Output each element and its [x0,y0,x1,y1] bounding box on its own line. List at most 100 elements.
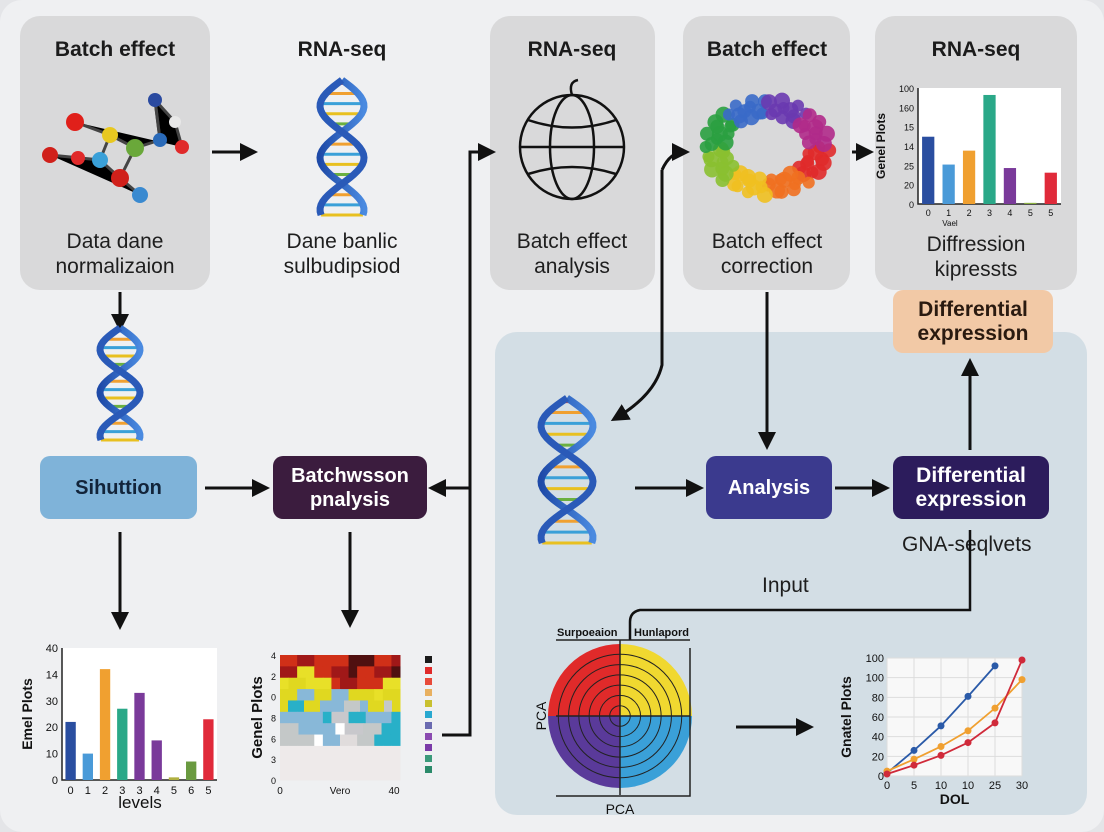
heatmap-cell [374,689,384,701]
cluster-point [802,176,815,189]
heatmap-cell [365,689,375,701]
axis [556,639,691,797]
heatmap-cell [331,666,341,679]
bar [1024,202,1037,204]
legend-swatch [425,733,432,740]
y-tick-label: 15 [904,123,914,133]
heatmap-cell [314,666,324,679]
heatmap-cell [322,666,332,679]
differential-expression-node[interactable]: Differential expression [893,456,1049,519]
caption-line: sulbudipsiod [283,255,401,278]
heatmap-cell [374,677,384,690]
sihuttion-node[interactable]: Sihuttion [40,456,197,519]
heatmap-cell [280,723,290,736]
caption-line: kipressts [934,258,1018,281]
bar [203,719,214,780]
heatmap-cell [288,655,298,667]
heatmap-cell [304,700,313,713]
heatmap-cell [322,768,332,781]
node-label: pnalysis [309,488,391,511]
heatmap-cell [348,734,358,747]
cluster-point [815,135,832,152]
heatmap-cell [391,711,401,724]
y-tick-label: 25 [904,161,914,171]
heatmap-cell [322,689,332,701]
axis [61,648,217,781]
bar [1044,172,1057,204]
heatmap-cell [357,677,367,690]
caption-line: Batch effect [516,230,628,253]
pca-quadrant [548,644,620,716]
heatmap-cell [382,734,392,747]
heatmap-cell [372,723,383,736]
heatmap-cell [340,734,350,747]
heatmap-cell [331,768,341,781]
bar [186,761,197,780]
heatmap-cell [340,745,350,758]
heatmap-cell [391,745,401,758]
node-label: Batchwsson [291,464,409,487]
legend-swatch [425,722,432,729]
data-point [991,704,999,712]
heatmap-cell [331,689,341,701]
top-bar-chart: 0 1 2 3 4 5 5 0 20 25 14 15 160 100 Genel Plots [874,84,1061,218]
heatmap-cell [297,734,307,747]
heatmap-cell [392,700,401,713]
series-line [886,679,1023,772]
y-tick-label: 10 [46,749,58,761]
node-title: RNA-seq [931,38,1021,61]
y-tick-label: 0 [52,775,58,787]
x-tick-label: 3 [987,208,992,218]
y-tick-label: 20 [872,751,884,763]
heatmap-cell [365,711,375,724]
dna-helix-icon [537,395,597,545]
heatmap-cell [340,689,350,701]
x-tick-label: 5 [205,785,211,797]
node-batch-effect-analysis [490,16,655,290]
x-tick-label: 0 [884,780,890,792]
heatmap-cell [374,655,384,667]
data-point [910,746,918,754]
data-point [964,739,972,747]
heatmap-cell [352,700,361,713]
cluster-point [801,135,816,150]
x-tick-label: 25 [989,780,1001,792]
heatmap-cell [384,700,393,713]
heatmap-cell [305,768,315,781]
x-axis-label: DOL [940,791,970,807]
batchwsson-analysis-node[interactable]: Batchwsson pnalysis [273,456,427,519]
heatmap-cell [391,655,401,667]
heatmap-cell [382,666,392,679]
heatmap-cell [357,711,367,724]
heatmap-cell [280,768,290,781]
pca-quadrant [548,716,620,788]
y-axis-label: Emel Plots [19,678,35,750]
heatmap-cell [340,655,350,667]
node-title: Batch effect [54,38,176,61]
heatmap-cell [331,757,341,770]
node-caption: Batch effect correction [712,229,823,279]
bar [82,753,93,780]
analysis-node[interactable]: Analysis [706,456,832,519]
heatmap-cell [288,689,298,701]
input-connector [628,530,972,640]
arrows [111,143,979,737]
node-label: expression [915,487,1027,511]
y-axis-label: Genel Plots [874,113,888,179]
y-tick-label: 14 [46,669,58,681]
x-axis-label: PCA [606,801,635,817]
heatmap-cell [365,655,375,667]
caption-line: correction [720,255,814,278]
heatmap-cell [305,666,315,679]
legend-swatch [425,700,432,707]
heatmap-cell [314,689,324,701]
heatmap-cell [340,666,350,679]
heatmap-cell [280,666,290,679]
differential-expression-output-node[interactable]: Differential expression [893,290,1053,353]
y-tick-label: 0 [271,776,276,786]
heatmap-cell [365,745,375,758]
x-tick-label: 5 [1028,208,1033,218]
heatmap-cell [314,757,324,770]
heatmap-cell [391,734,401,747]
x-tick-label: 5 [911,780,917,792]
